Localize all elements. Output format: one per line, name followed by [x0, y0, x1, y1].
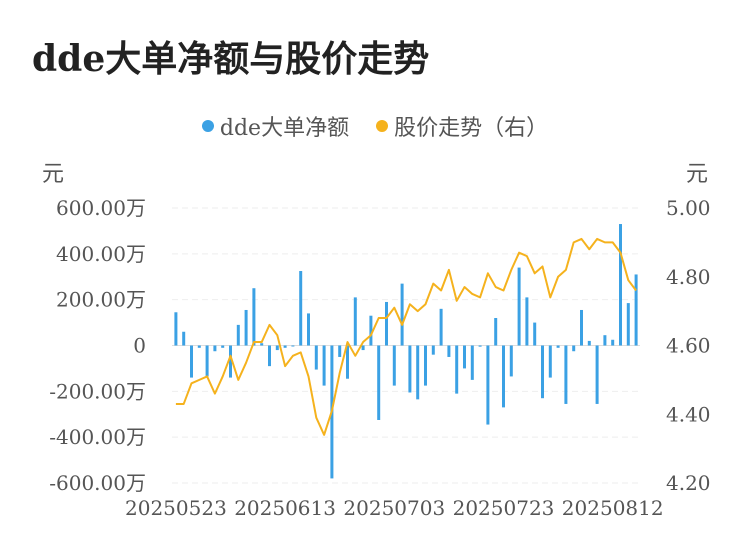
dde-bar[interactable]: [556, 345, 560, 348]
right-axis-tick-label: 4.40: [666, 402, 711, 426]
dde-bar[interactable]: [182, 331, 186, 346]
legend-item-dde[interactable]: dde大单净额: [201, 110, 350, 142]
dde-bar[interactable]: [221, 345, 225, 348]
dde-bar[interactable]: [416, 345, 420, 400]
dde-bar[interactable]: [463, 345, 466, 369]
dde-bar[interactable]: [268, 345, 271, 367]
dde-bar[interactable]: [541, 345, 544, 399]
dde-bar[interactable]: [619, 224, 622, 346]
dde-bar[interactable]: [400, 283, 404, 346]
dde-bar[interactable]: [283, 345, 287, 348]
legend-item-price[interactable]: 股价走势（右）: [376, 110, 548, 142]
x-axis-tick-label: 20250613: [234, 496, 336, 520]
dde-bar[interactable]: [611, 339, 615, 346]
dde-bar[interactable]: [595, 345, 599, 404]
dde-bar[interactable]: [252, 288, 256, 346]
right-axis-ticks: 5.00 4.80 4.60 4.40 4.20: [666, 196, 711, 495]
price-series-line[interactable]: [175, 237, 637, 436]
dde-bar[interactable]: [439, 308, 443, 346]
dde-bar[interactable]: [572, 345, 576, 352]
dde-bar[interactable]: [470, 345, 474, 380]
right-axis-tick-label: 4.20: [666, 471, 711, 495]
left-axis-tick-label: -600.00万: [49, 471, 146, 495]
right-axis-tick-label: 4.60: [666, 334, 711, 358]
dde-bar[interactable]: [307, 313, 310, 346]
x-axis-ticks: 20250523 20250613 20250703 20250723 20250812: [125, 496, 664, 520]
dde-bar[interactable]: [634, 274, 638, 346]
dde-bar[interactable]: [587, 340, 591, 346]
dde-bar[interactable]: [502, 345, 505, 408]
dde-bar[interactable]: [447, 345, 451, 357]
dde-bar[interactable]: [260, 343, 264, 346]
left-axis-tick-label: 0: [133, 334, 146, 358]
dde-bar[interactable]: [626, 303, 630, 346]
dde-bar[interactable]: [431, 345, 435, 355]
dde-bar[interactable]: [392, 345, 396, 386]
dde-bar[interactable]: [314, 345, 318, 370]
left-axis-tick-label: -200.00万: [49, 379, 146, 403]
dde-bar[interactable]: [353, 297, 357, 346]
grid-lines: [172, 207, 640, 484]
legend-label-dde: dde大单净额: [219, 116, 350, 141]
dde-bar[interactable]: [533, 322, 537, 346]
right-axis-tick-label: 4.80: [666, 265, 711, 289]
left-axis-tick-label: 600.00万: [56, 196, 146, 220]
x-axis-tick-label: 20250703: [343, 496, 445, 520]
dde-bar[interactable]: [205, 345, 209, 377]
dde-bar[interactable]: [174, 312, 178, 346]
price-line: [175, 237, 637, 436]
dde-bar[interactable]: [275, 345, 279, 351]
right-axis-unit: 元: [685, 162, 708, 187]
dde-bar[interactable]: [244, 309, 248, 346]
x-axis-tick-label: 20250723: [453, 496, 555, 520]
dde-bar[interactable]: [346, 345, 349, 379]
dde-bar[interactable]: [455, 345, 459, 394]
dde-bar[interactable]: [299, 271, 303, 346]
legend-dot-dde-icon: [201, 120, 214, 132]
dde-bar[interactable]: [322, 345, 326, 386]
left-axis-ticks: 600.00万 400.00万 200.00万 0 -200.00万 -400.00万 -6…: [49, 196, 146, 495]
dde-bar[interactable]: [494, 318, 498, 346]
chart-title: dde大单净额与股价走势: [32, 38, 430, 80]
dde-bar[interactable]: [213, 345, 217, 352]
dde-bar[interactable]: [408, 345, 412, 393]
dde-bar[interactable]: [509, 345, 513, 377]
dde-bar[interactable]: [377, 345, 381, 420]
dde-bar[interactable]: [548, 345, 552, 378]
left-axis-unit: 元: [42, 162, 65, 187]
dde-bar[interactable]: [338, 345, 342, 357]
dde-bar[interactable]: [369, 315, 373, 346]
legend: dde大单净额 股价走势（右）: [0, 110, 750, 142]
x-axis-tick-label: 20250812: [562, 496, 664, 520]
dde-bar[interactable]: [385, 301, 388, 346]
dde-bar[interactable]: [603, 335, 607, 346]
dde-bar[interactable]: [517, 267, 521, 346]
left-axis-tick-label: 400.00万: [56, 242, 146, 266]
dde-bar[interactable]: [478, 345, 482, 347]
dde-bar[interactable]: [236, 324, 240, 346]
dde-bar[interactable]: [580, 309, 583, 346]
legend-label-price: 股价走势（右）: [394, 116, 549, 141]
left-axis-tick-label: 200.00万: [56, 288, 146, 312]
x-axis-tick-label: 20250523: [125, 496, 227, 520]
dde-bar[interactable]: [424, 345, 427, 386]
right-axis-tick-label: 5.00: [666, 196, 711, 220]
legend-dot-price-icon: [376, 120, 389, 132]
dde-bar[interactable]: [197, 345, 201, 348]
dde-bar[interactable]: [190, 345, 193, 378]
dde-bar[interactable]: [229, 345, 232, 378]
left-axis-tick-label: -400.00万: [49, 425, 146, 449]
dde-bar[interactable]: [291, 345, 295, 347]
dde-bar[interactable]: [361, 345, 365, 351]
dde-bar[interactable]: [525, 297, 529, 346]
dde-bar[interactable]: [486, 345, 490, 425]
dde-bar[interactable]: [564, 345, 568, 404]
